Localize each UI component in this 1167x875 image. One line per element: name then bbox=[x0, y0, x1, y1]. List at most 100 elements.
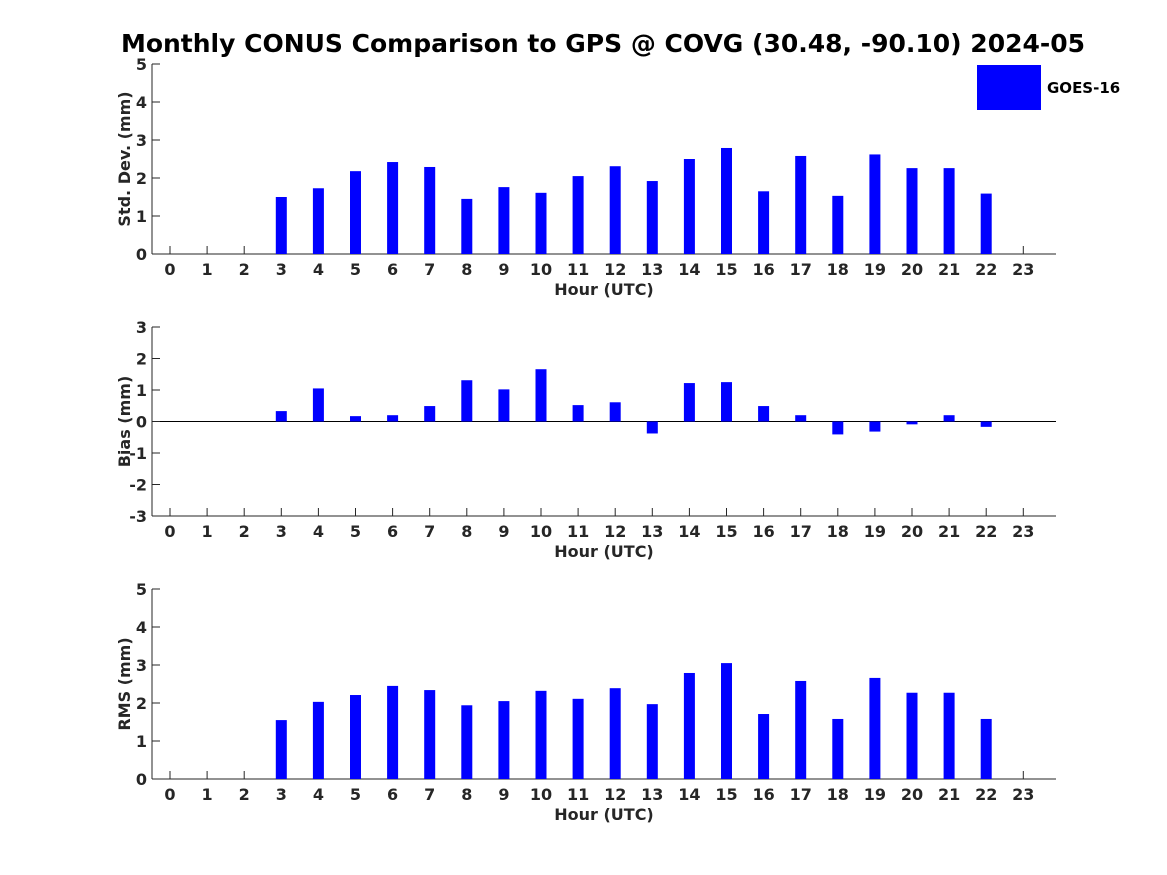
std-bar bbox=[387, 162, 399, 254]
std-x-tick-label: 9 bbox=[498, 260, 509, 279]
rms-bar bbox=[350, 695, 361, 779]
bias-x-tick-label: 0 bbox=[164, 522, 175, 541]
rms-x-tick-label: 7 bbox=[424, 785, 435, 804]
std-x-tick-label: 2 bbox=[239, 260, 250, 279]
bias-x-tick-label: 17 bbox=[790, 522, 812, 541]
rms-bar bbox=[683, 672, 695, 779]
rms-y-tick-label: 1 bbox=[136, 732, 147, 751]
bias-x-tick-label: 4 bbox=[313, 522, 324, 541]
std-bar bbox=[312, 188, 324, 254]
rms-x-tick-label: 22 bbox=[975, 785, 997, 804]
rms-bar bbox=[758, 714, 770, 779]
rms-x-axis-label: Hour (UTC) bbox=[554, 805, 654, 824]
std-bar bbox=[424, 166, 436, 254]
std-bar bbox=[535, 192, 547, 254]
std-bar bbox=[906, 168, 918, 254]
std-x-tick-label: 16 bbox=[752, 260, 774, 279]
bias-x-axis-label: Hour (UTC) bbox=[554, 542, 654, 561]
bias-bar bbox=[424, 406, 436, 422]
bias-y-tick-label: -1 bbox=[129, 444, 147, 463]
std-x-tick-label: 20 bbox=[901, 260, 923, 279]
rms-bar bbox=[721, 663, 732, 779]
bias-bar bbox=[498, 389, 510, 422]
rms-bar bbox=[943, 692, 955, 779]
bias-x-tick-label: 18 bbox=[827, 522, 849, 541]
std-bar bbox=[795, 155, 807, 254]
std-x-tick-label: 13 bbox=[641, 260, 663, 279]
bias-bar bbox=[275, 411, 287, 422]
bias-bar bbox=[312, 388, 324, 422]
bias-bar bbox=[943, 415, 955, 422]
rms-x-tick-label: 2 bbox=[239, 785, 250, 804]
bias-bar bbox=[869, 421, 881, 432]
std-bar bbox=[943, 168, 955, 254]
rms-y-tick-label: 4 bbox=[136, 618, 147, 637]
rms-x-tick-label: 13 bbox=[641, 785, 663, 804]
rms-bar bbox=[832, 718, 844, 779]
bias-x-tick-label: 20 bbox=[901, 522, 923, 541]
rms-y-tick-label: 0 bbox=[136, 770, 147, 789]
std-y-tick-label: 3 bbox=[136, 131, 147, 150]
std-x-tick-label: 21 bbox=[938, 260, 960, 279]
rms-bar bbox=[572, 698, 584, 779]
bias-bar bbox=[387, 415, 399, 422]
bias-x-tick-label: 1 bbox=[202, 522, 213, 541]
bias-bar bbox=[980, 421, 992, 427]
std-x-tick-label: 23 bbox=[1012, 260, 1034, 279]
bias-bar bbox=[461, 380, 473, 422]
bias-x-tick-label: 12 bbox=[604, 522, 626, 541]
chart-title: Monthly CONUS Comparison to GPS @ COVG (… bbox=[121, 29, 1085, 58]
rms-bar bbox=[609, 688, 621, 779]
rms-x-tick-label: 3 bbox=[276, 785, 287, 804]
std-y-tick-label: 5 bbox=[136, 55, 147, 74]
bias-y-tick-label: -3 bbox=[129, 507, 147, 526]
bias-x-tick-label: 15 bbox=[715, 522, 737, 541]
bias-y-tick-label: 0 bbox=[136, 413, 147, 432]
rms-x-tick-label: 14 bbox=[678, 785, 700, 804]
std-bar bbox=[461, 198, 473, 254]
rms-bar bbox=[498, 701, 510, 779]
rms-bar bbox=[275, 720, 287, 779]
bias-x-tick-label: 23 bbox=[1012, 522, 1034, 541]
std-bar bbox=[832, 195, 844, 254]
bias-y-axis-label: Bias (mm) bbox=[115, 376, 134, 468]
bias-x-tick-label: 6 bbox=[387, 522, 398, 541]
bias-bar bbox=[795, 415, 807, 422]
std-x-tick-label: 22 bbox=[975, 260, 997, 279]
bias-x-tick-label: 10 bbox=[530, 522, 552, 541]
rms-x-tick-label: 17 bbox=[790, 785, 812, 804]
std-x-tick-label: 15 bbox=[715, 260, 737, 279]
legend-label: GOES-16 bbox=[1047, 79, 1120, 97]
std-bar bbox=[758, 191, 770, 254]
bias-x-tick-label: 22 bbox=[975, 522, 997, 541]
std-x-tick-label: 5 bbox=[350, 260, 361, 279]
legend-swatch bbox=[977, 65, 1041, 110]
rms-bar bbox=[980, 718, 992, 779]
bias-x-tick-label: 9 bbox=[498, 522, 509, 541]
rms-bar bbox=[646, 704, 658, 779]
bias-bar bbox=[721, 382, 732, 422]
std-x-tick-label: 19 bbox=[864, 260, 886, 279]
bias-x-tick-label: 5 bbox=[350, 522, 361, 541]
bias-bar bbox=[758, 406, 770, 422]
std-x-tick-label: 12 bbox=[604, 260, 626, 279]
std-bar bbox=[275, 197, 287, 254]
std-x-tick-label: 14 bbox=[678, 260, 700, 279]
rms-x-tick-label: 6 bbox=[387, 785, 398, 804]
rms-x-tick-label: 16 bbox=[752, 785, 774, 804]
bias-x-tick-label: 21 bbox=[938, 522, 960, 541]
bias-x-tick-label: 2 bbox=[239, 522, 250, 541]
std-y-tick-label: 4 bbox=[136, 93, 147, 112]
bias-x-tick-label: 19 bbox=[864, 522, 886, 541]
std-bar bbox=[498, 187, 510, 254]
bias-x-tick-label: 14 bbox=[678, 522, 700, 541]
rms-x-tick-label: 4 bbox=[313, 785, 324, 804]
std-x-tick-label: 11 bbox=[567, 260, 589, 279]
rms-x-tick-label: 10 bbox=[530, 785, 552, 804]
std-x-tick-label: 6 bbox=[387, 260, 398, 279]
bias-y-tick-label: -2 bbox=[129, 476, 147, 495]
bias-bar bbox=[350, 416, 361, 422]
